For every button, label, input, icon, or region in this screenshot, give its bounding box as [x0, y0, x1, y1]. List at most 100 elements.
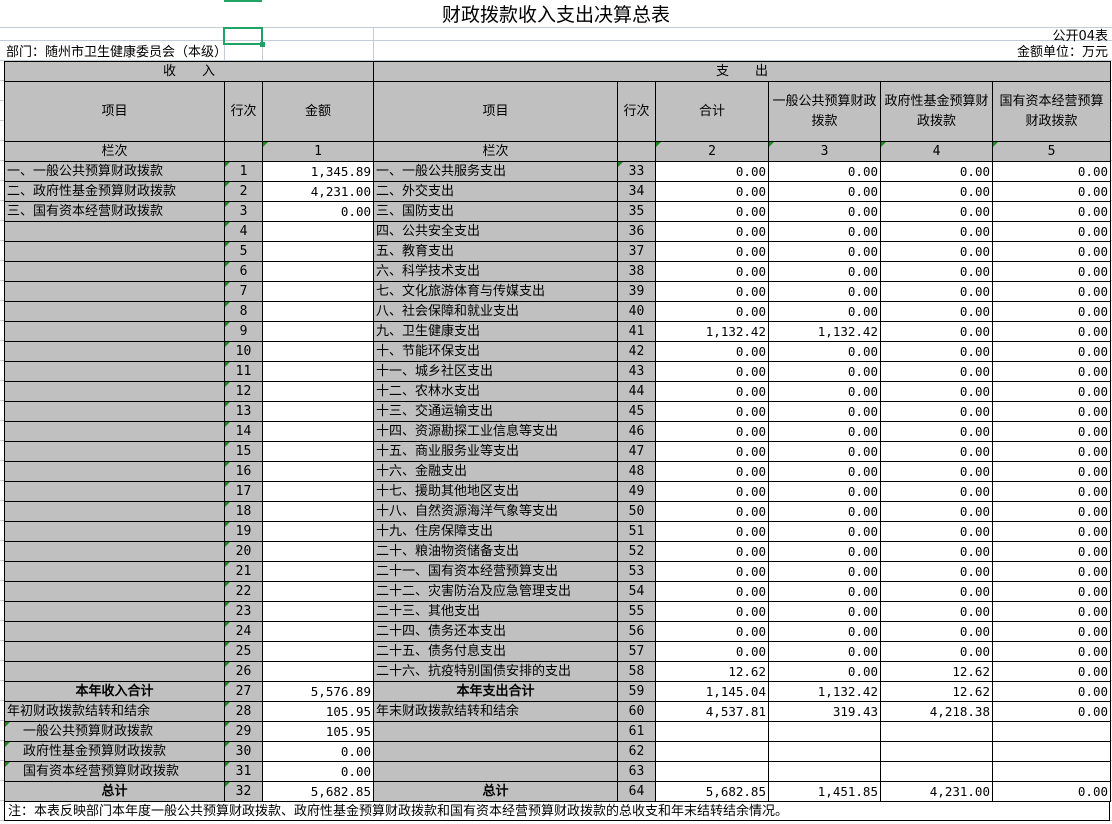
income-row-no[interactable]: 30 — [224, 741, 263, 762]
expense-total-value[interactable]: 0.00 — [655, 401, 769, 422]
income-row-no[interactable]: 27 — [224, 681, 263, 702]
expense-total-value[interactable]: 0.00 — [655, 601, 769, 622]
expense-state-value[interactable]: 0.00 — [992, 201, 1111, 222]
expense-item[interactable]: 四、公共安全支出 — [373, 221, 618, 242]
income-row-no[interactable]: 20 — [224, 541, 263, 562]
expense-item[interactable]: 十、节能环保支出 — [373, 341, 618, 362]
income-row-no[interactable]: 19 — [224, 521, 263, 542]
income-row-no[interactable]: 16 — [224, 461, 263, 482]
income-item[interactable] — [4, 461, 225, 482]
expense-total-value[interactable]: 0.00 — [655, 201, 769, 222]
income-amount[interactable]: 5,576.89 — [262, 681, 374, 702]
expense-state-value[interactable]: 0.00 — [992, 621, 1111, 642]
income-item[interactable] — [4, 381, 225, 402]
expense-fund-value[interactable]: 0.00 — [880, 201, 993, 222]
expense-total-value[interactable]: 1,145.04 — [655, 681, 769, 702]
income-amount[interactable]: 1,345.89 — [262, 161, 374, 182]
expense-total-value[interactable] — [655, 741, 769, 762]
expense-state-value[interactable]: 0.00 — [992, 601, 1111, 622]
income-row-no[interactable]: 3 — [224, 201, 263, 222]
income-row-no[interactable]: 29 — [224, 721, 263, 742]
expense-row-no[interactable]: 49 — [617, 481, 656, 502]
income-item[interactable] — [4, 361, 225, 382]
expense-fund-value[interactable]: 0.00 — [880, 541, 993, 562]
expense-state-value[interactable]: 0.00 — [992, 681, 1111, 702]
expense-item[interactable] — [373, 761, 618, 782]
expense-item[interactable]: 十一、城乡社区支出 — [373, 361, 618, 382]
income-row-no[interactable]: 24 — [224, 621, 263, 642]
income-amount[interactable]: 4,231.00 — [262, 181, 374, 202]
expense-fund-value[interactable]: 0.00 — [880, 581, 993, 602]
expense-general-value[interactable]: 1,132.42 — [768, 321, 881, 342]
income-amount[interactable] — [262, 281, 374, 302]
income-amount[interactable] — [262, 361, 374, 382]
income-amount[interactable] — [262, 241, 374, 262]
expense-item[interactable]: 十六、金融支出 — [373, 461, 618, 482]
income-item[interactable] — [4, 421, 225, 442]
income-item[interactable] — [4, 321, 225, 342]
expense-item[interactable]: 三、国防支出 — [373, 201, 618, 222]
expense-general-value[interactable]: 0.00 — [768, 521, 881, 542]
income-item[interactable] — [4, 561, 225, 582]
income-row-no[interactable]: 25 — [224, 641, 263, 662]
expense-total-value[interactable]: 4,537.81 — [655, 701, 769, 722]
expense-row-no[interactable]: 46 — [617, 421, 656, 442]
expense-row-no[interactable]: 53 — [617, 561, 656, 582]
income-item[interactable] — [4, 481, 225, 502]
expense-fund-value[interactable]: 0.00 — [880, 501, 993, 522]
income-amount[interactable] — [262, 541, 374, 562]
expense-item[interactable]: 七、文化旅游体育与传媒支出 — [373, 281, 618, 302]
expense-row-no[interactable]: 52 — [617, 541, 656, 562]
income-row-no[interactable]: 32 — [224, 781, 263, 802]
income-amount[interactable] — [262, 321, 374, 342]
income-amount[interactable] — [262, 501, 374, 522]
expense-row-no[interactable]: 64 — [617, 781, 656, 802]
income-amount[interactable] — [262, 421, 374, 442]
expense-total-value[interactable]: 0.00 — [655, 541, 769, 562]
income-item[interactable] — [4, 541, 225, 562]
income-row-no[interactable]: 11 — [224, 361, 263, 382]
expense-item[interactable]: 本年支出合计 — [373, 681, 618, 702]
expense-item[interactable]: 二十六、抗疫特别国债安排的支出 — [373, 661, 618, 682]
expense-row-no[interactable]: 42 — [617, 341, 656, 362]
expense-fund-value[interactable] — [880, 741, 993, 762]
expense-fund-value[interactable]: 0.00 — [880, 561, 993, 582]
income-amount[interactable] — [262, 441, 374, 462]
expense-fund-value[interactable]: 0.00 — [880, 361, 993, 382]
income-amount[interactable] — [262, 641, 374, 662]
expense-item[interactable]: 十三、交通运输支出 — [373, 401, 618, 422]
expense-row-no[interactable]: 56 — [617, 621, 656, 642]
expense-state-value[interactable]: 0.00 — [992, 421, 1111, 442]
income-amount[interactable]: 105.95 — [262, 701, 374, 722]
expense-fund-value[interactable]: 0.00 — [880, 421, 993, 442]
expense-row-no[interactable]: 40 — [617, 301, 656, 322]
expense-state-value[interactable]: 0.00 — [992, 561, 1111, 582]
expense-fund-value[interactable]: 0.00 — [880, 341, 993, 362]
expense-item[interactable]: 总计 — [373, 781, 618, 802]
expense-total-value[interactable]: 0.00 — [655, 161, 769, 182]
expense-state-value[interactable]: 0.00 — [992, 641, 1111, 662]
expense-item[interactable]: 二十四、债务还本支出 — [373, 621, 618, 642]
expense-state-value[interactable]: 0.00 — [992, 501, 1111, 522]
income-item[interactable] — [4, 501, 225, 522]
expense-fund-value[interactable]: 0.00 — [880, 181, 993, 202]
expense-total-value[interactable]: 0.00 — [655, 341, 769, 362]
income-item[interactable] — [4, 521, 225, 542]
expense-item[interactable]: 二、外交支出 — [373, 181, 618, 202]
expense-state-value[interactable]: 0.00 — [992, 341, 1111, 362]
expense-general-value[interactable]: 319.43 — [768, 701, 881, 722]
income-amount[interactable] — [262, 461, 374, 482]
expense-fund-value[interactable]: 0.00 — [880, 301, 993, 322]
expense-total-value[interactable]: 0.00 — [655, 521, 769, 542]
expense-general-value[interactable]: 0.00 — [768, 261, 881, 282]
expense-general-value[interactable]: 0.00 — [768, 621, 881, 642]
expense-row-no[interactable]: 58 — [617, 661, 656, 682]
expense-row-no[interactable]: 59 — [617, 681, 656, 702]
expense-fund-value[interactable]: 12.62 — [880, 681, 993, 702]
income-item[interactable] — [4, 601, 225, 622]
expense-row-no[interactable]: 48 — [617, 461, 656, 482]
expense-state-value[interactable]: 0.00 — [992, 701, 1111, 722]
expense-total-value[interactable]: 0.00 — [655, 181, 769, 202]
expense-row-no[interactable]: 36 — [617, 221, 656, 242]
expense-general-value[interactable]: 1,451.85 — [768, 781, 881, 802]
